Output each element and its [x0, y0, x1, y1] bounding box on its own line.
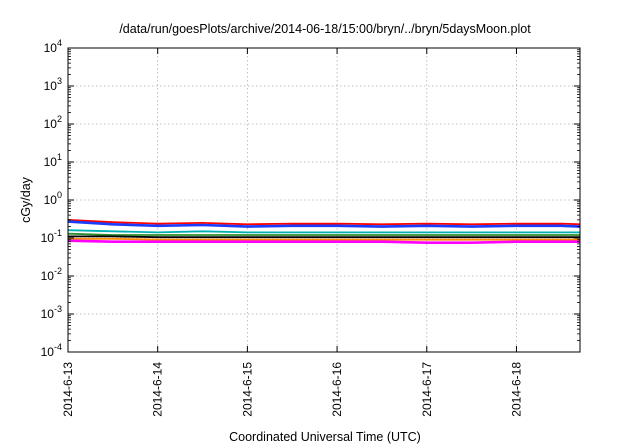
series-layer: [67, 219, 581, 244]
y-tick-exponent: 1: [57, 152, 62, 162]
series-line: [68, 235, 580, 239]
y-tick-exponent: 2: [57, 114, 62, 124]
x-tick-label: 2014-6-17: [420, 362, 434, 417]
x-tick-label: 2014-6-15: [240, 362, 254, 417]
chart-title: /data/run/goesPlots/archive/2014-06-18/1…: [119, 22, 531, 36]
y-axis-label: cGy/day: [19, 176, 33, 223]
series-line: [68, 237, 580, 241]
x-tick-label: 2014-6-18: [509, 362, 523, 417]
y-tick-exponent: -2: [54, 266, 62, 276]
y-tick-exponent: -3: [54, 304, 62, 314]
series-line: [67, 232, 580, 236]
series-line: [67, 219, 581, 226]
y-tick-exponent: 0: [57, 190, 62, 200]
series-line: [67, 239, 580, 244]
series-line: [67, 220, 581, 228]
x-tick-label: 2014-6-13: [61, 362, 75, 417]
x-axis-label: Coordinated Universal Time (UTC): [229, 430, 421, 444]
y-tick-exponent: -4: [54, 342, 62, 352]
x-tick-label: 2014-6-16: [330, 362, 344, 417]
y-tick-exponent: -1: [54, 228, 62, 238]
y-tick-exponent: 4: [57, 38, 62, 48]
y-tick-exponent: 3: [57, 76, 62, 86]
x-tick-label: 2014-6-14: [151, 362, 165, 417]
series-line: [67, 229, 580, 234]
